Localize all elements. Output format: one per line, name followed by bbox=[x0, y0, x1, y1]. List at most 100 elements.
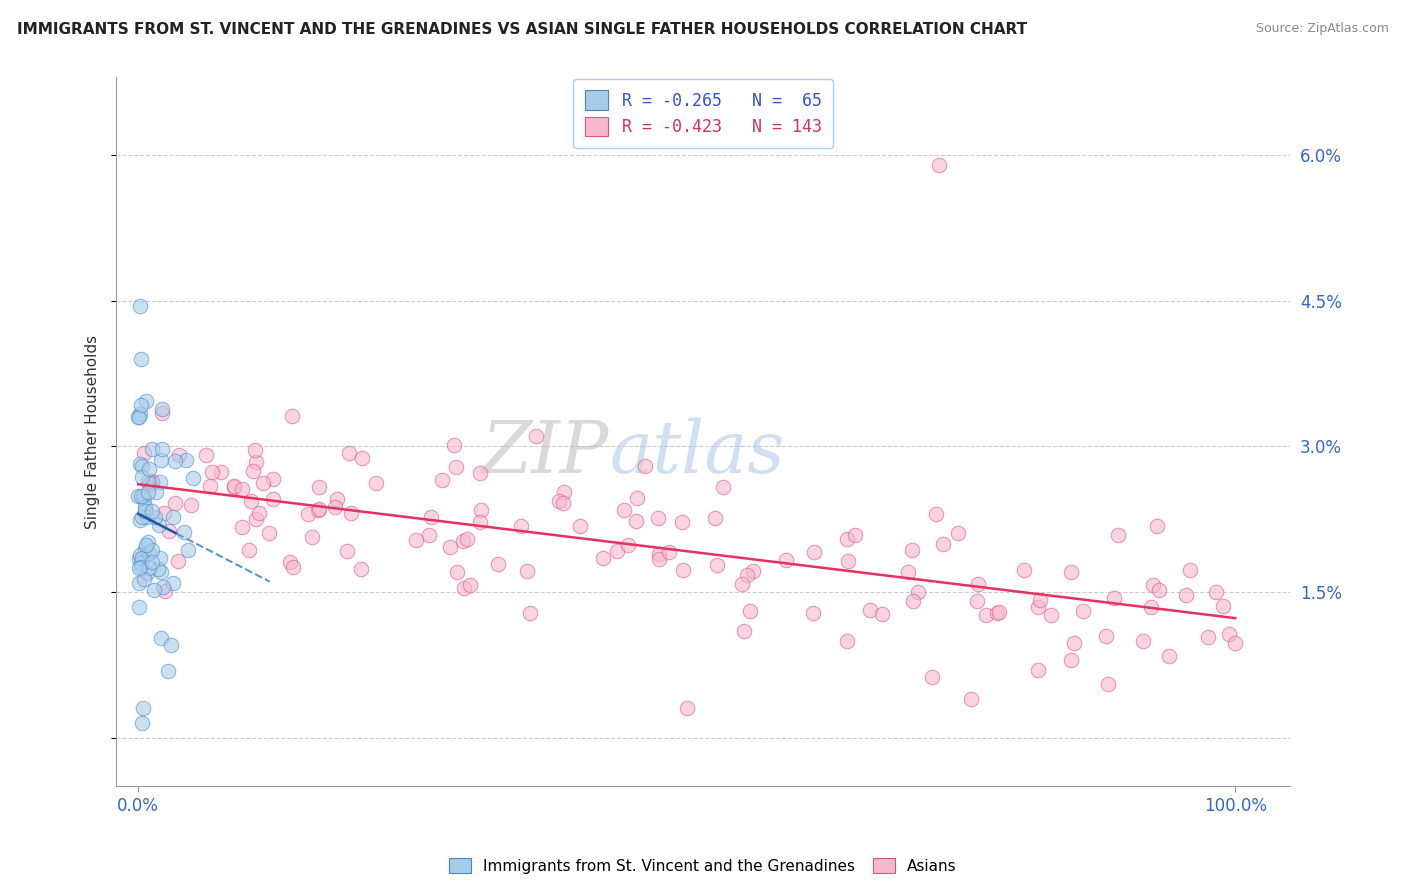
Point bbox=[419, 510, 441, 524]
Point bbox=[128, 576, 150, 591]
Point bbox=[1073, 604, 1095, 618]
Point bbox=[278, 555, 301, 569]
Point bbox=[136, 485, 159, 500]
Point bbox=[150, 402, 173, 417]
Point bbox=[159, 638, 181, 652]
Point bbox=[132, 489, 155, 503]
Point bbox=[301, 530, 323, 544]
Point bbox=[242, 464, 264, 478]
Point bbox=[135, 393, 157, 408]
Point bbox=[150, 442, 173, 457]
Point bbox=[195, 449, 218, 463]
Point bbox=[966, 594, 988, 608]
Point bbox=[648, 547, 671, 561]
Point bbox=[167, 554, 190, 568]
Point bbox=[181, 471, 204, 485]
Point bbox=[932, 537, 955, 551]
Point bbox=[162, 576, 184, 591]
Point bbox=[176, 543, 198, 558]
Point bbox=[740, 604, 762, 618]
Point bbox=[138, 477, 160, 491]
Point bbox=[143, 582, 166, 597]
Point bbox=[157, 664, 180, 678]
Point bbox=[336, 544, 359, 558]
Point bbox=[153, 506, 176, 520]
Point bbox=[129, 399, 152, 413]
Point bbox=[988, 605, 1011, 619]
Point bbox=[519, 607, 541, 621]
Point bbox=[165, 454, 187, 468]
Point bbox=[155, 584, 177, 599]
Point bbox=[138, 561, 160, 575]
Point bbox=[675, 701, 697, 715]
Point bbox=[141, 555, 163, 569]
Point bbox=[129, 489, 152, 503]
Point bbox=[1029, 593, 1052, 607]
Point bbox=[706, 558, 728, 572]
Point bbox=[337, 446, 360, 460]
Point bbox=[468, 516, 491, 530]
Point bbox=[307, 502, 329, 516]
Point bbox=[803, 545, 825, 559]
Point bbox=[262, 472, 284, 486]
Point bbox=[1175, 588, 1198, 602]
Point bbox=[128, 299, 150, 313]
Point bbox=[150, 406, 173, 420]
Point bbox=[960, 692, 983, 706]
Point bbox=[131, 510, 153, 524]
Point bbox=[243, 442, 266, 457]
Point bbox=[510, 519, 533, 533]
Point bbox=[488, 557, 510, 571]
Point bbox=[281, 409, 304, 424]
Point bbox=[152, 581, 174, 595]
Point bbox=[844, 528, 866, 542]
Point bbox=[323, 500, 346, 514]
Point bbox=[131, 701, 153, 715]
Point bbox=[201, 466, 224, 480]
Point bbox=[775, 553, 797, 567]
Point bbox=[444, 459, 467, 474]
Point bbox=[128, 549, 150, 563]
Point bbox=[350, 562, 373, 576]
Point bbox=[925, 507, 948, 521]
Point bbox=[134, 500, 156, 515]
Point bbox=[138, 462, 160, 476]
Point bbox=[1212, 599, 1234, 614]
Point bbox=[129, 513, 152, 527]
Point bbox=[733, 624, 755, 638]
Point bbox=[446, 565, 468, 579]
Point bbox=[1060, 566, 1083, 580]
Point bbox=[231, 520, 253, 534]
Point bbox=[136, 566, 159, 580]
Point bbox=[1095, 629, 1118, 643]
Point bbox=[974, 608, 997, 623]
Point bbox=[1218, 626, 1240, 640]
Point bbox=[308, 479, 330, 493]
Point bbox=[1223, 636, 1246, 650]
Point bbox=[592, 550, 614, 565]
Point bbox=[451, 533, 474, 548]
Point bbox=[127, 489, 149, 503]
Legend: Immigrants from St. Vincent and the Grenadines, Asians: Immigrants from St. Vincent and the Gren… bbox=[443, 852, 963, 880]
Point bbox=[901, 543, 924, 558]
Point bbox=[138, 474, 160, 488]
Point bbox=[138, 546, 160, 560]
Point bbox=[174, 453, 197, 467]
Point bbox=[149, 475, 172, 490]
Point bbox=[516, 564, 538, 578]
Point bbox=[624, 514, 647, 528]
Point bbox=[658, 545, 681, 559]
Point bbox=[145, 484, 167, 499]
Point bbox=[1132, 634, 1154, 648]
Point bbox=[131, 458, 153, 473]
Y-axis label: Single Father Households: Single Father Households bbox=[86, 334, 100, 529]
Point bbox=[141, 504, 163, 518]
Point bbox=[1157, 648, 1180, 663]
Point bbox=[131, 551, 153, 566]
Point bbox=[128, 408, 150, 422]
Point bbox=[245, 455, 267, 469]
Point bbox=[141, 475, 163, 489]
Point bbox=[1178, 563, 1201, 577]
Point bbox=[626, 491, 648, 506]
Point bbox=[1142, 578, 1164, 592]
